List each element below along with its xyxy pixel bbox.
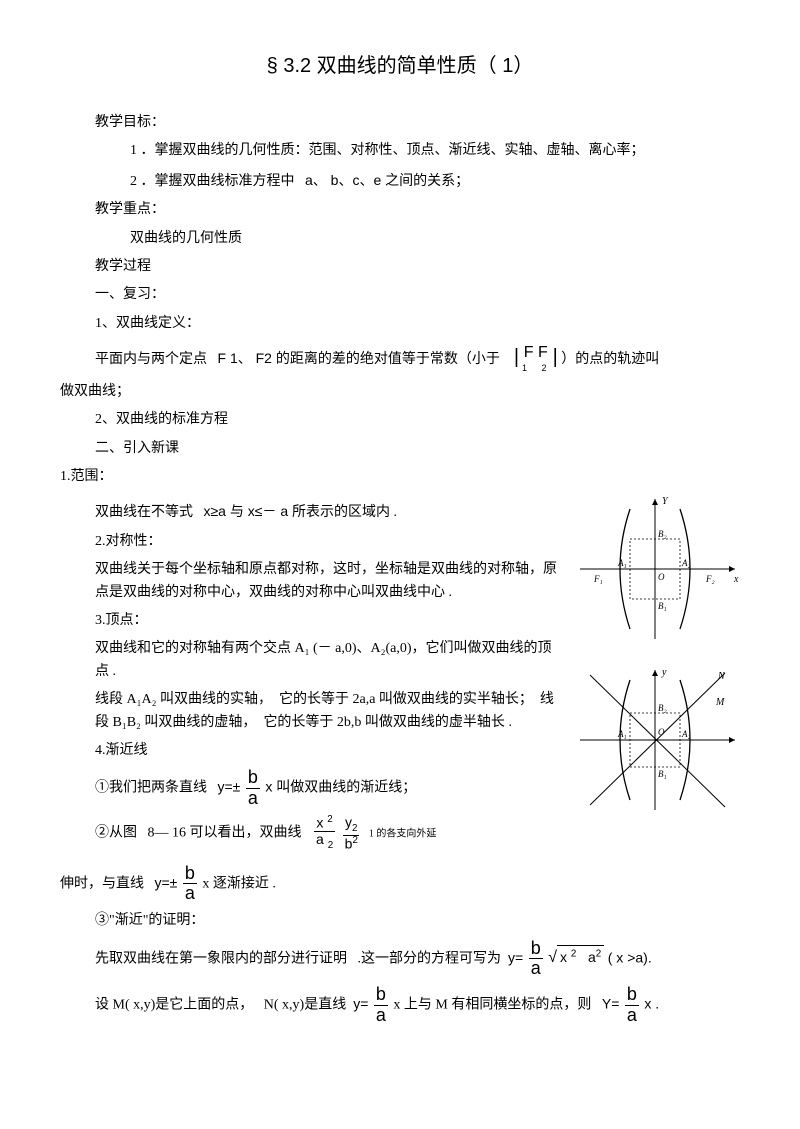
svg-text:A₂: A₂ (681, 558, 691, 568)
svg-text:B₂: B₂ (658, 703, 667, 713)
svg-text:y: y (661, 667, 667, 678)
svg-text:A₂: A₂ (681, 729, 691, 739)
asymptote-1: ①我们把两条直线 y=± ba x 叫做双曲线的渐近线； (95, 768, 560, 809)
proof-line-1: 先取双曲线在第一象限内的部分进行证明 .这一部分的方程可写为 y= ba x 2… (95, 939, 740, 980)
frac-b-a-3: ba (529, 939, 543, 980)
focus-text: 双曲线的几何性质 (130, 228, 740, 250)
frac-y2-b2: y2b2 (343, 815, 360, 852)
svg-text:A₁: A₁ (617, 558, 627, 568)
new-lesson-heading: 二、引入新课 (95, 438, 740, 460)
sqrt-expr: x 2 a2 (548, 945, 604, 971)
section-3-vertices: 双曲线和它的对称轴有两个交点 A₁ (－ a,0)、A₂(a,0)，它们叫做双曲… (95, 638, 560, 683)
frac-b-a-4: ba (374, 985, 388, 1026)
hyperbola-figure-1: x Y A₁ A₂ B₂ B₁ F₁ F₂ O (570, 494, 740, 644)
section-4-heading: 4.渐近线 (95, 740, 560, 762)
svg-text:F₁: F₁ (593, 574, 603, 584)
section-3-heading: 3.顶点： (95, 610, 560, 632)
svg-text:N: N (717, 671, 726, 682)
proof-line-2: 设 M( x,y)是它上面的点， N( x,y)是直线 y= ba x 上与 M… (95, 985, 740, 1026)
heading-goal: 教学目标： (95, 112, 740, 134)
section-2-text: 双曲线关于每个坐标轴和原点都对称，这时，坐标轴是双曲线的对称轴，原点是双曲线的对… (95, 559, 560, 604)
svg-text:O: O (658, 727, 665, 737)
svg-text:B₁: B₁ (658, 769, 667, 779)
frac-b-a-1: ba (246, 768, 260, 809)
std-equation-heading: 2、双曲线的标准方程 (95, 409, 740, 431)
f1f2-symbol: F F1 2 (519, 345, 553, 375)
proof-heading: ③"渐近"的证明： (95, 910, 740, 932)
definition-line: 平面内与两个定点 F 1、 F2 的距离的差的绝对值等于常数（小于 |F F1 … (95, 341, 740, 375)
frac-b-a-5: ba (625, 985, 639, 1026)
svg-text:F₂: F₂ (705, 574, 715, 584)
frac-x2-a2: x 2a 2 (314, 815, 335, 852)
abs-bar-right: | (553, 346, 558, 368)
frac-b-a-2: ba (183, 864, 197, 905)
heading-process: 教学过程 (95, 256, 740, 278)
svg-text:Y: Y (662, 496, 669, 507)
asymptote-2: ②从图 8— 16 可以看出，双曲线 x 2a 2 y2b2 1 的各支向外延 (95, 815, 560, 852)
review-heading: 一、复习： (95, 284, 740, 306)
svg-text:O: O (658, 572, 665, 582)
definition-cont: 做双曲线； (60, 381, 740, 403)
svg-text:B₁: B₁ (658, 601, 667, 611)
section-1-heading: 1.范围： (60, 466, 740, 488)
hyperbola-figure-2: y A₁ A₂ B₂ B₁ O N M (570, 665, 740, 815)
page-title: § 3.2 双曲线的简单性质（ 1） (60, 50, 740, 82)
svg-text:A₁: A₁ (617, 729, 627, 739)
svg-text:M: M (715, 697, 725, 708)
section-2-heading: 2.对称性： (95, 531, 560, 553)
svg-text:B₂: B₂ (658, 529, 667, 539)
definition-heading: 1、双曲线定义： (95, 313, 740, 335)
svg-text:x: x (733, 574, 739, 585)
heading-focus: 教学重点： (95, 199, 740, 221)
section-1-text: 双曲线在不等式 x≥a 与 x≤－ a 所表示的区域内 . (95, 500, 560, 524)
asymptote-3: 伸时，与直线 y=± ba x 逐渐接近 . (60, 864, 740, 905)
section-3-axes: 线段 A₁A₂ 叫双曲线的实轴， 它的长等于 2a,a 叫做双曲线的实半轴长； … (95, 689, 560, 734)
goal-1: 1 ．掌握双曲线的几何性质：范围、对称性、顶点、渐近线、实轴、虚轴、离心率； (130, 140, 740, 162)
goal-2: 2 ．掌握双曲线标准方程中 a、 b、c、e 之间的关系； (130, 169, 740, 193)
